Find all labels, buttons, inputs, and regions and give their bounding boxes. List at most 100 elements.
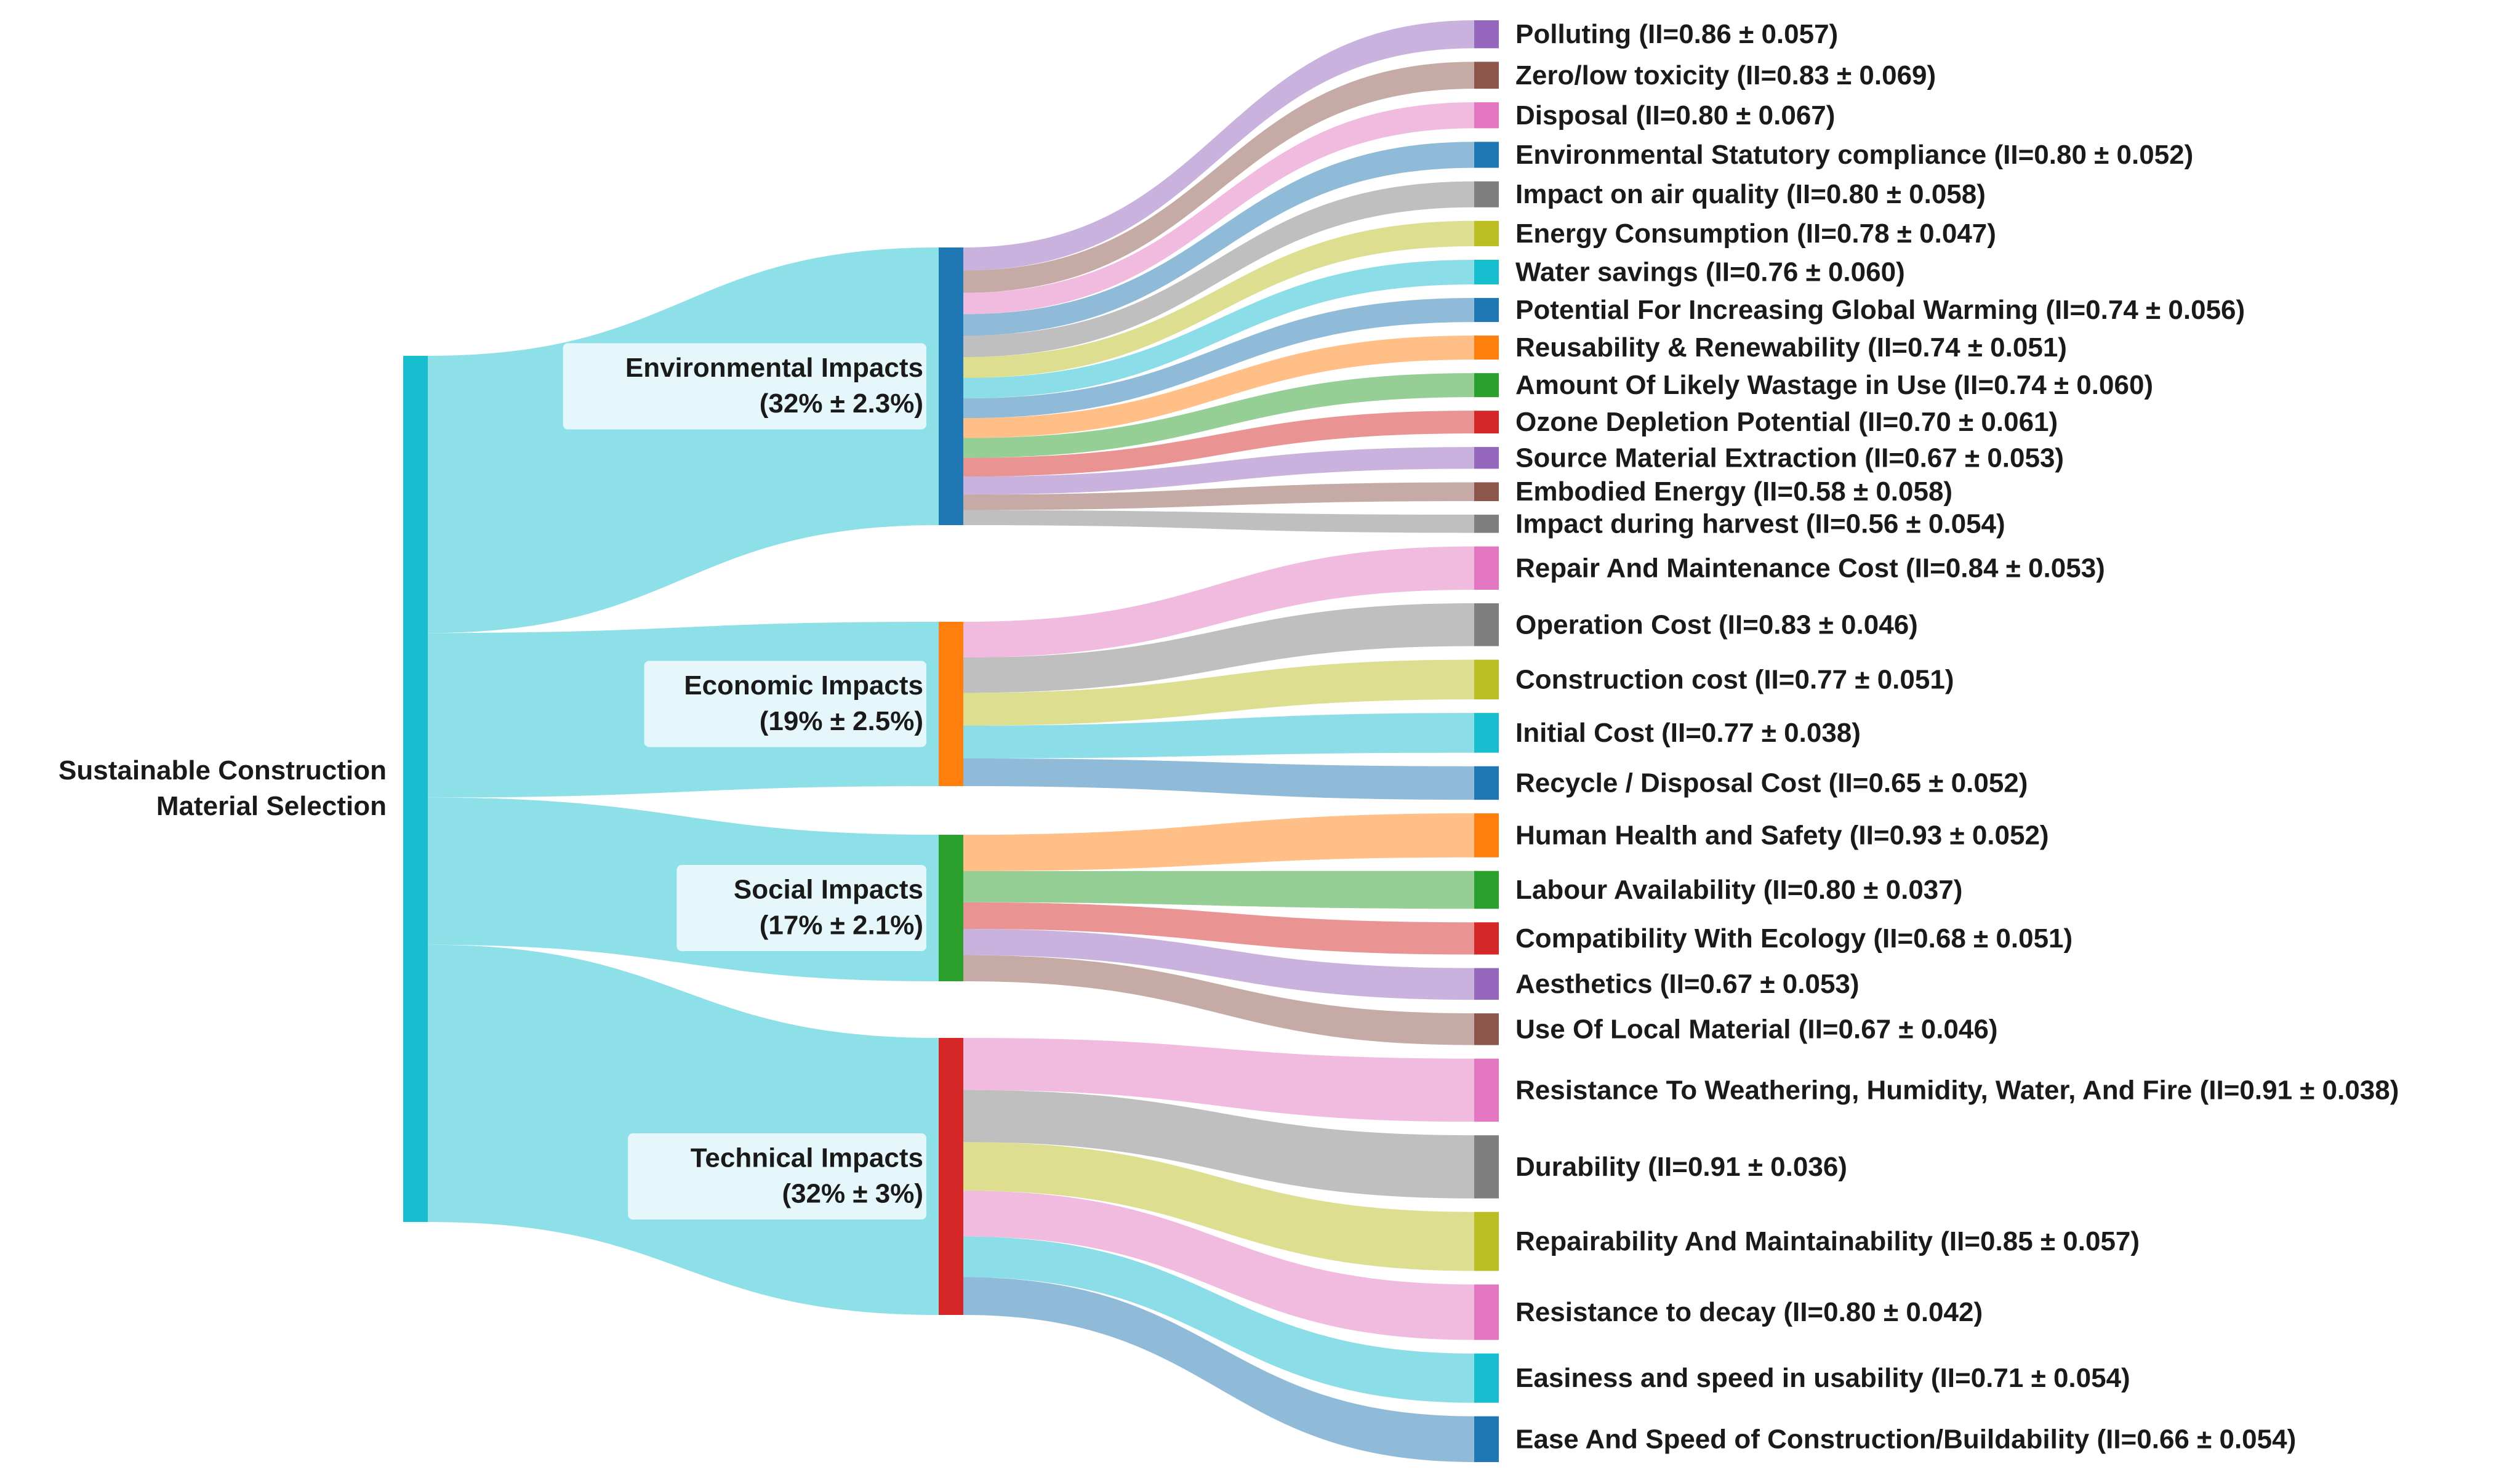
link-environmental-criterion-10 — [963, 373, 1474, 458]
link-environmental-criterion-7 — [963, 259, 1474, 399]
category-share: (19% ± 2.5%) — [760, 706, 923, 736]
criterion-label: Use Of Local Material (II=0.67 ± 0.046) — [1515, 1014, 1998, 1044]
link-economic-criterion-1 — [963, 546, 1474, 658]
criterion-node — [1474, 447, 1499, 469]
link-environmental-criterion-6 — [963, 220, 1474, 379]
category-name: Economic Impacts — [684, 670, 923, 701]
link-social-criterion-4 — [963, 928, 1474, 1000]
criterion-label: Amount Of Likely Wastage in Use (II=0.74… — [1515, 370, 2153, 400]
link-technical-criterion-3 — [963, 1142, 1474, 1271]
link-social-criterion-2 — [963, 870, 1474, 909]
link-environmental-criterion-12 — [963, 447, 1474, 495]
criterion-node — [1474, 546, 1499, 590]
category-node-social — [939, 835, 963, 981]
link-environmental-criterion-9 — [963, 336, 1474, 438]
criterion-node — [1474, 62, 1499, 89]
criterion-label: Water savings (II=0.76 ± 0.060) — [1515, 257, 1905, 287]
link-layer — [428, 20, 1474, 1462]
criterion-node — [1474, 181, 1499, 207]
link-economic-criterion-2 — [963, 603, 1474, 693]
label-layer: Polluting (II=0.86 ± 0.057) Zero/low toxi… — [58, 19, 2399, 1454]
criterion-node — [1474, 298, 1499, 323]
link-technical-criterion-4 — [963, 1191, 1474, 1340]
category-share: (32% ± 3%) — [782, 1179, 923, 1209]
link-environmental-criterion-11 — [963, 411, 1474, 477]
link-environmental-criterion-4 — [963, 142, 1474, 336]
link-social-criterion-1 — [963, 813, 1474, 872]
category-name: Technical Impacts — [691, 1143, 923, 1173]
criterion-label: Repairability And Maintainability (II=0.… — [1515, 1226, 2140, 1256]
category-name: Environmental Impacts — [625, 353, 923, 383]
category-label-box — [676, 865, 926, 951]
criterion-label: Easiness and speed in usability (II=0.71… — [1515, 1363, 2130, 1393]
criterion-node — [1474, 1013, 1499, 1045]
category-share: (17% ± 2.1%) — [760, 910, 923, 941]
criterion-label: Recycle / Disposal Cost (II=0.65 ± 0.052… — [1515, 768, 2028, 798]
criterion-label: Environmental Statutory compliance (II=0… — [1515, 140, 2193, 170]
criterion-label: Labour Availability (II=0.80 ± 0.037) — [1515, 875, 1962, 905]
criterion-node — [1474, 411, 1499, 434]
link-economic-criterion-3 — [963, 659, 1474, 726]
criterion-node — [1474, 1135, 1499, 1199]
link-environmental-criterion-3 — [963, 102, 1474, 315]
link-economic-criterion-4 — [963, 713, 1474, 759]
criterion-node — [1474, 813, 1499, 858]
category-node-economic — [939, 622, 963, 786]
criterion-label: Compatibility With Ecology (II=0.68 ± 0.… — [1515, 923, 2073, 954]
criterion-label: Impact on air quality (II=0.80 ± 0.058) — [1515, 179, 1986, 209]
criterion-node — [1474, 373, 1499, 398]
criterion-label: Embodied Energy (II=0.58 ± 0.058) — [1515, 476, 1952, 507]
link-technical-criterion-2 — [963, 1090, 1474, 1199]
criterion-label: Durability (II=0.91 ± 0.036) — [1515, 1152, 1847, 1182]
criterion-node — [1474, 870, 1499, 909]
link-environmental-criterion-13 — [963, 482, 1474, 510]
link-technical-criterion-1 — [963, 1038, 1474, 1122]
criterion-node — [1474, 922, 1499, 955]
link-environmental-criterion-8 — [963, 298, 1474, 419]
category-share: (32% ± 2.3%) — [760, 388, 923, 419]
category-node-environmental — [939, 247, 963, 525]
criterion-label: Construction cost (II=0.77 ± 0.051) — [1515, 664, 1954, 694]
criterion-node — [1474, 603, 1499, 646]
criterion-label: Potential For Increasing Global Warming … — [1515, 295, 2245, 325]
link-technical-criterion-6 — [963, 1277, 1474, 1462]
criterion-label: Initial Cost (II=0.77 ± 0.038) — [1515, 718, 1861, 748]
criterion-node — [1474, 20, 1499, 49]
criterion-label: Human Health and Safety (II=0.93 ± 0.052… — [1515, 820, 2049, 850]
link-social-criterion-3 — [963, 902, 1474, 955]
root-label: Sustainable Construction — [58, 755, 387, 786]
category-label-box — [563, 343, 926, 430]
link-root-to-technical — [428, 944, 939, 1315]
criterion-label: Zero/low toxicity (II=0.83 ± 0.069) — [1515, 60, 1936, 90]
link-environmental-criterion-14 — [963, 510, 1474, 533]
criterion-node — [1474, 659, 1499, 700]
link-root-to-environmental — [428, 247, 939, 633]
link-economic-criterion-5 — [963, 758, 1474, 800]
criterion-label: Energy Consumption (II=0.78 ± 0.047) — [1515, 219, 1996, 249]
criterion-node — [1474, 1058, 1499, 1122]
criterion-label: Source Material Extraction (II=0.67 ± 0.… — [1515, 443, 2064, 473]
criterion-label: Resistance to decay (II=0.80 ± 0.042) — [1515, 1297, 1983, 1327]
criterion-label: Ease And Speed of Construction/Buildabil… — [1515, 1424, 2296, 1454]
criterion-label: Aesthetics (II=0.67 ± 0.053) — [1515, 969, 1860, 999]
criterion-node — [1474, 515, 1499, 533]
criterion-node — [1474, 1416, 1499, 1462]
root-node — [403, 356, 428, 1222]
link-environmental-criterion-1 — [963, 20, 1474, 271]
criterion-node — [1474, 1284, 1499, 1340]
category-node-technical — [939, 1038, 963, 1315]
link-environmental-criterion-2 — [963, 62, 1474, 293]
category-name: Social Impacts — [734, 875, 923, 905]
criterion-node — [1474, 968, 1499, 1000]
link-social-criterion-5 — [963, 955, 1474, 1045]
link-technical-criterion-5 — [963, 1236, 1474, 1403]
link-environmental-criterion-5 — [963, 181, 1474, 358]
criterion-node — [1474, 766, 1499, 800]
criterion-label: Operation Cost (II=0.83 ± 0.046) — [1515, 609, 1918, 640]
root-label: Material Selection — [156, 791, 387, 821]
criterion-node — [1474, 713, 1499, 753]
criterion-node — [1474, 1212, 1499, 1271]
criterion-node — [1474, 259, 1499, 285]
criterion-label: Reusability & Renewability (II=0.74 ± 0.… — [1515, 332, 2067, 363]
